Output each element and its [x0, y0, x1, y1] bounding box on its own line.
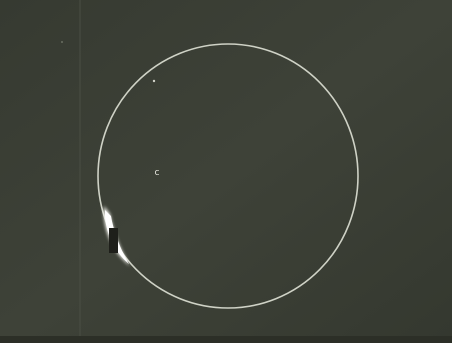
- dot: [152, 79, 156, 83]
- bright-crescent-core: [104, 210, 129, 264]
- ring: [97, 43, 359, 309]
- center-label: c: [155, 168, 160, 178]
- dark-marker: [109, 228, 118, 253]
- speck: [61, 41, 63, 43]
- bottom-edge: [0, 336, 452, 343]
